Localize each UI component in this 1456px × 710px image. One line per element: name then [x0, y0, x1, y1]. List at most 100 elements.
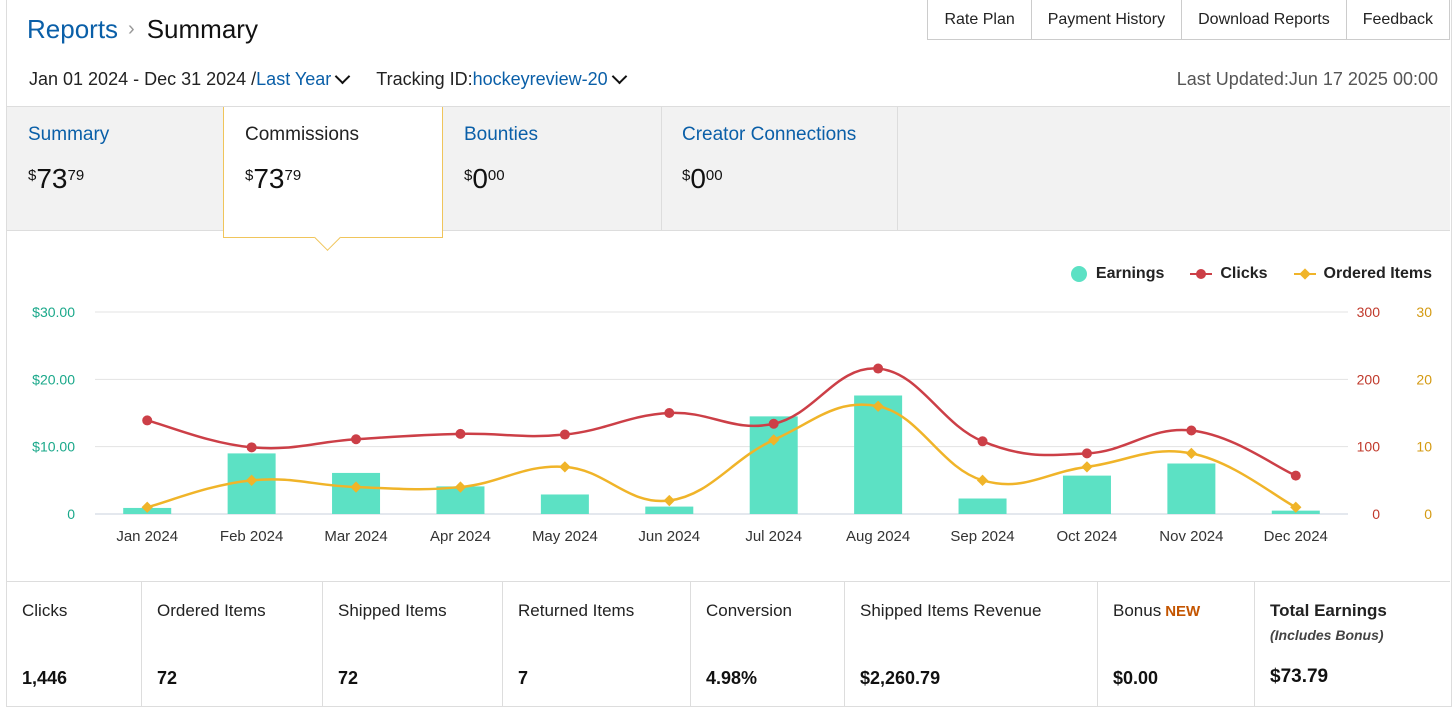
feedback-button[interactable]: Feedback: [1346, 0, 1449, 39]
stat-clicks: Clicks 1,446: [7, 582, 142, 707]
tab-bounties-value: $000: [464, 163, 505, 194]
legend-ordered-items[interactable]: Ordered Items: [1293, 265, 1432, 283]
earnings-bar: [958, 498, 1007, 514]
period-dropdown[interactable]: Last Year: [256, 69, 332, 89]
ordered-items-point: [1081, 461, 1093, 473]
ordered-items-marker-icon: [1293, 268, 1316, 280]
x-tick-label: Oct 2024: [1057, 528, 1118, 545]
ordered-items-line: [146, 403, 1297, 509]
last-updated: Last Updated:Jun 17 2025 00:00: [1176, 69, 1438, 89]
y-right-ordered-tick-label: 20: [1416, 371, 1432, 387]
tab-commissions[interactable]: Commissions $7379: [223, 107, 443, 238]
breadcrumb: Reports › Summary: [27, 14, 258, 45]
x-tick-label: Apr 2024: [430, 528, 491, 545]
clicks-point: [246, 442, 257, 453]
earnings-bar: [332, 472, 381, 514]
chevron-down-icon[interactable]: [611, 68, 627, 85]
clicks-point: [1290, 470, 1301, 481]
stat-sublabel: (Includes Bonus): [1270, 627, 1384, 643]
tab-summary[interactable]: Summary $7379: [7, 107, 223, 230]
y-right-clicks-tick-label: 100: [1357, 439, 1381, 455]
stat-value: 72: [157, 668, 178, 688]
ordered-items-point: [245, 474, 258, 486]
tab-divider: [897, 107, 898, 230]
stat-bonus: Bonus NEW $0.00: [1098, 582, 1255, 707]
stat-conversion: Conversion 4.98%: [691, 582, 845, 707]
stat-label: Total Earnings: [1270, 601, 1387, 620]
x-tick-label: Jan 2024: [116, 528, 178, 545]
breadcrumb-reports-link[interactable]: Reports: [27, 14, 119, 44]
payment-history-button[interactable]: Payment History: [1031, 0, 1183, 39]
stat-value: 72: [338, 668, 359, 688]
y-right-ordered-tick-label: 30: [1416, 304, 1432, 320]
y-left-tick-label: $10.00: [32, 439, 75, 455]
stat-value: 4.98%: [706, 668, 758, 688]
stat-label: Shipped Items: [338, 601, 447, 620]
x-tick-label: Dec 2024: [1264, 528, 1328, 545]
tab-bounties[interactable]: Bounties $000: [443, 107, 661, 230]
stat-ordered-items: Ordered Items 72: [142, 582, 323, 707]
ordered-items-point: [976, 474, 989, 486]
stat-label: Shipped Items Revenue: [860, 601, 1042, 620]
filter-bar: Jan 01 2024 - Dec 31 2024 / Last Year Tr…: [29, 68, 627, 90]
y-left-tick-label: 0: [67, 506, 75, 522]
stat-label: Bonus NEW: [1113, 601, 1201, 620]
stat-label: Clicks: [22, 601, 68, 620]
x-tick-label: May 2024: [532, 528, 598, 545]
stat-returned-items: Returned Items 7: [503, 582, 691, 707]
clicks-marker-icon: [1190, 269, 1213, 279]
ordered-items-point: [141, 501, 153, 513]
chevron-down-icon[interactable]: [334, 68, 351, 85]
legend-earnings[interactable]: Earnings: [1070, 265, 1164, 283]
earnings-bar: [854, 395, 903, 514]
clicks-point: [559, 429, 570, 440]
tab-creator-connections-label: Creator Connections: [682, 124, 857, 145]
y-left-tick-label: $20.00: [32, 371, 75, 387]
rate-plan-button[interactable]: Rate Plan: [928, 0, 1032, 39]
page-title: Summary: [146, 14, 258, 44]
clicks-point: [351, 434, 362, 445]
clicks-point: [768, 418, 779, 429]
date-range: Jan 01 2024 - Dec 31 2024 /: [29, 69, 257, 89]
stat-value: 7: [518, 668, 529, 688]
report-frame: [6, 0, 1452, 707]
tab-creator-connections[interactable]: Creator Connections $000: [661, 107, 897, 230]
ordered-items-point: [1185, 447, 1198, 460]
clicks-point: [873, 363, 884, 374]
ordered-items-point: [768, 434, 780, 446]
earnings-chart: 0 0 0 $10.00 100 10 $20.00 200 20 $30.00 300 30 Jan …: [32, 304, 1432, 545]
legend-ordered-items-label: Ordered Items: [1323, 265, 1432, 282]
tab-commissions-value: $7379: [245, 163, 302, 194]
y-right-clicks-tick-label: 200: [1357, 371, 1381, 387]
top-button-group: Rate Plan Payment History Download Repor…: [927, 0, 1450, 40]
earnings-bar: [645, 506, 694, 514]
clicks-line: [146, 367, 1297, 477]
download-reports-button[interactable]: Download Reports: [1182, 0, 1347, 39]
clicks-point: [977, 436, 988, 447]
stat-value: $73.79: [1270, 666, 1329, 687]
clicks-point: [142, 415, 153, 426]
tracking-id-dropdown[interactable]: hockeyreview-20: [472, 69, 608, 89]
x-tick-label: Aug 2024: [846, 528, 910, 545]
tab-summary-label: Summary: [28, 124, 110, 145]
legend-clicks[interactable]: Clicks: [1190, 265, 1268, 283]
ordered-items-point: [559, 461, 571, 473]
tab-divider: [661, 107, 662, 230]
stat-shipped-items: Shipped Items 72: [323, 582, 503, 707]
tab-summary-value: $7379: [28, 163, 85, 194]
new-badge: NEW: [1165, 603, 1201, 620]
stat-label: Conversion: [706, 601, 792, 620]
tracking-label: Tracking ID:: [376, 69, 473, 89]
clicks-point: [455, 428, 466, 439]
chevron-right-icon: ›: [128, 18, 135, 40]
clicks-point: [1186, 425, 1197, 436]
y-right-clicks-tick-label: 300: [1357, 304, 1381, 320]
legend-earnings-label: Earnings: [1095, 265, 1165, 282]
x-tick-label: Sep 2024: [950, 528, 1014, 545]
stat-label: Returned Items: [518, 601, 635, 620]
tab-creator-connections-value: $000: [682, 163, 723, 194]
earnings-bar: [1167, 463, 1216, 514]
stat-value: $0.00: [1113, 668, 1159, 688]
x-tick-label: Jun 2024: [638, 528, 700, 545]
earnings-bar: [1062, 475, 1111, 514]
